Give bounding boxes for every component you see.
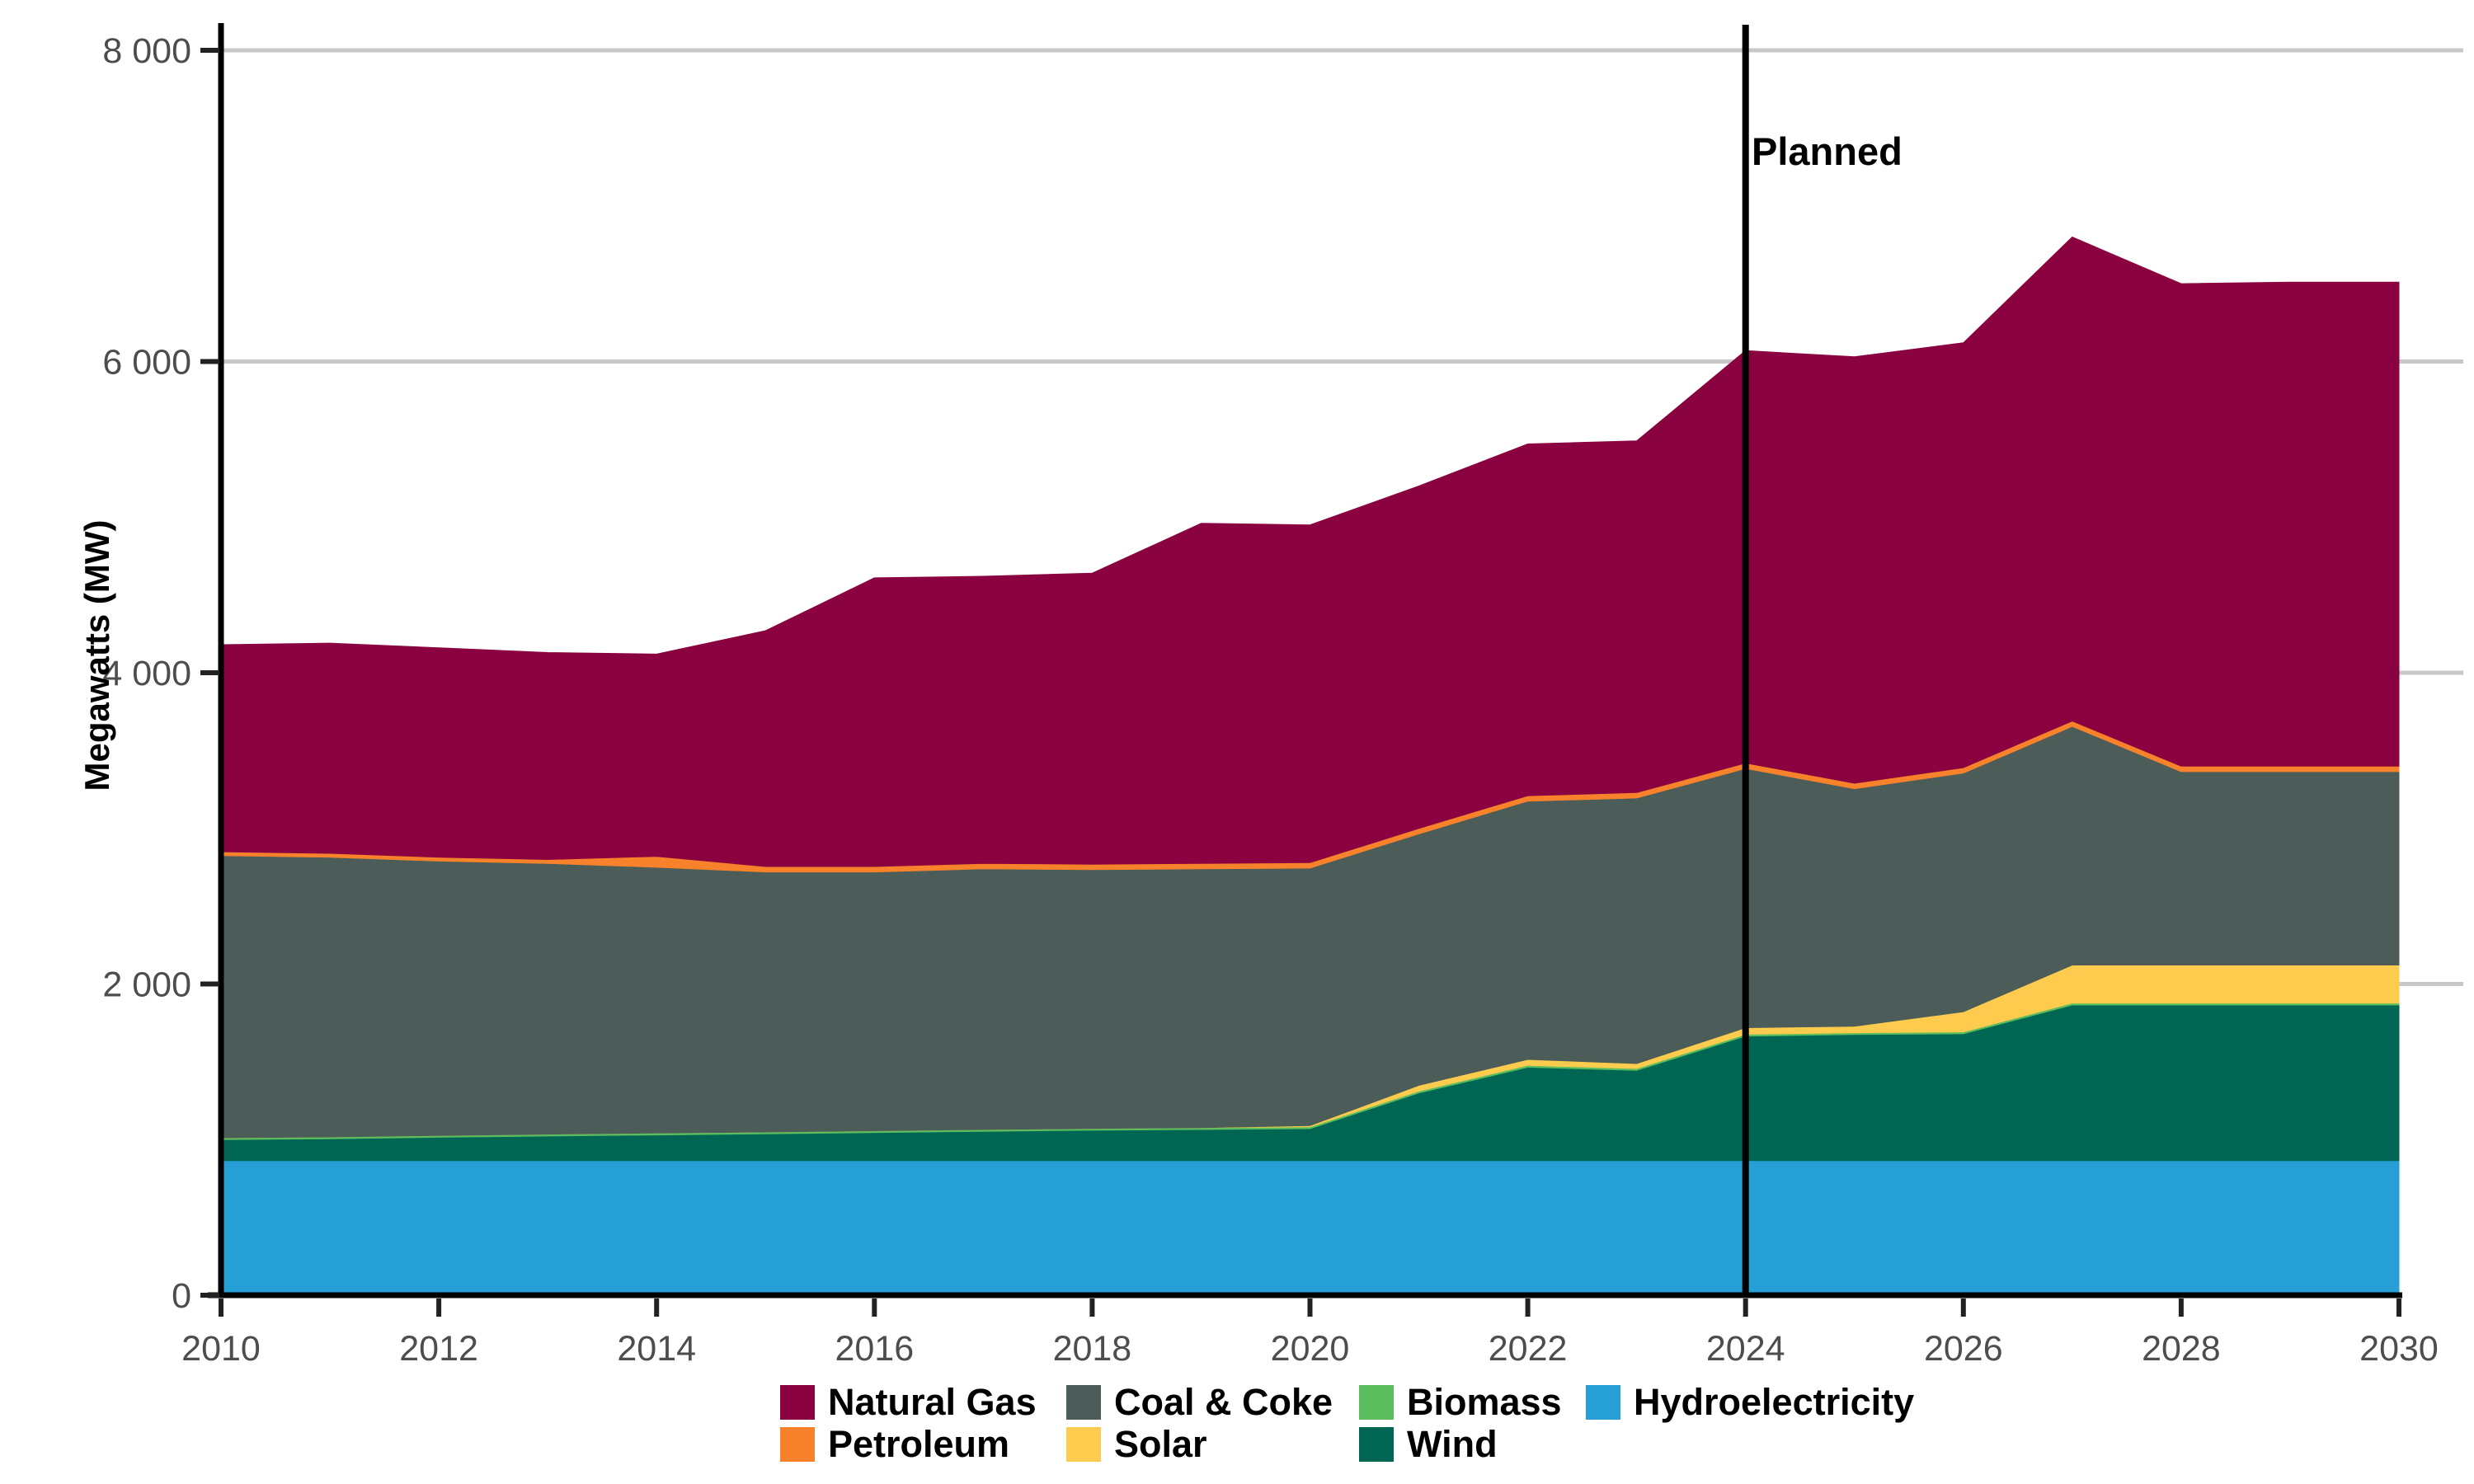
legend-swatch-petroleum — [780, 1426, 815, 1462]
x-tick-label: 2022 — [1489, 1329, 1568, 1369]
legend-label: Coal & Coke — [1114, 1380, 1333, 1423]
legend-item-biomass: Biomass — [1359, 1380, 1586, 1423]
legend-swatch-solar — [1066, 1426, 1101, 1462]
legend-label: Solar — [1114, 1422, 1207, 1465]
x-tick-label: 2018 — [1053, 1329, 1132, 1369]
x-tick-label: 2010 — [181, 1329, 261, 1369]
x-tick-label: 2030 — [2359, 1329, 2439, 1369]
y-tick-label: 6 000 — [102, 343, 191, 383]
x-tick-label: 2024 — [1706, 1329, 1785, 1369]
chart-legend: Natural Gas Coal & Coke Biomass Hydroelectr… — [780, 1382, 1914, 1464]
x-tick-label: 2016 — [835, 1329, 914, 1369]
legend-item-hydroelectricity: Hydroelectricity — [1586, 1380, 1915, 1423]
x-tick-label: 2012 — [399, 1329, 478, 1369]
legend-item-petroleum: Petroleum — [780, 1422, 1066, 1465]
legend-swatch-hydroelectricity — [1586, 1384, 1620, 1420]
legend-label: Wind — [1407, 1422, 1498, 1465]
legend-label: Petroleum — [828, 1422, 1010, 1465]
legend-item-wind: Wind — [1359, 1422, 1586, 1465]
x-tick-label: 2020 — [1271, 1329, 1350, 1369]
legend-swatch-biomass — [1359, 1384, 1394, 1420]
legend-label: Biomass — [1407, 1380, 1562, 1423]
area-hydroelectricity — [220, 1160, 2400, 1296]
planned-annotation-label: Planned — [1752, 129, 1903, 173]
legend-item-coal-coke: Coal & Coke — [1066, 1380, 1359, 1423]
x-tick-label: 2028 — [2142, 1329, 2221, 1369]
legend-swatch-wind — [1359, 1426, 1394, 1462]
legend-swatch-coal-coke — [1066, 1384, 1101, 1420]
legend-label: Natural Gas — [828, 1380, 1037, 1423]
y-axis-title: Megawatts (MW) — [78, 519, 116, 791]
y-tick-label: 8 000 — [102, 31, 191, 71]
legend-item-natural-gas: Natural Gas — [780, 1380, 1066, 1423]
legend-label: Hydroelectricity — [1634, 1380, 1915, 1423]
area-natural-gas — [220, 236, 2400, 867]
y-tick-label: 4 000 — [102, 654, 191, 693]
x-tick-label: 2014 — [617, 1329, 696, 1369]
x-tick-label: 2026 — [1924, 1329, 2003, 1369]
legend-swatch-natural-gas — [780, 1384, 815, 1420]
y-tick-label: 0 — [172, 1276, 191, 1316]
legend-item-solar: Solar — [1066, 1422, 1359, 1465]
y-tick-label: 2 000 — [102, 965, 191, 1005]
